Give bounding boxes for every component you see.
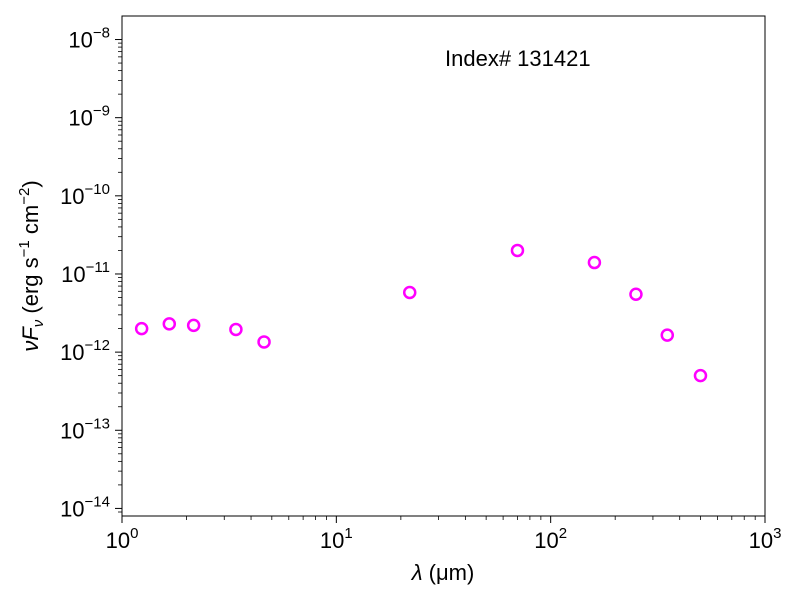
data-points <box>134 243 708 383</box>
y-tick-exponent: −9 <box>93 103 110 120</box>
x-tick-label: 100 <box>106 525 139 553</box>
x-axis-label: λ (μm) <box>411 560 475 585</box>
y-axis-unit-pre: (erg s <box>18 257 43 319</box>
data-point <box>186 318 201 333</box>
y-tick-exponent: −8 <box>93 25 110 42</box>
data-point <box>693 368 708 383</box>
y-axis-label: νFν (erg s−1 cm−2) <box>16 180 47 351</box>
y-axis-unit-post: ) <box>18 180 43 187</box>
y-tick-label: 10−11 <box>61 259 110 287</box>
x-tick-base: 10 <box>534 528 558 553</box>
y-tick-base: 10 <box>60 340 84 365</box>
y-tick-base: 10 <box>60 496 84 521</box>
y-tick-label: 10−8 <box>68 25 110 53</box>
x-tick-base: 10 <box>106 528 130 553</box>
x-tick-label: 102 <box>534 525 567 553</box>
y-tick-exponent: −14 <box>85 493 110 510</box>
x-axis-unit: (μm) <box>423 560 475 585</box>
data-point <box>134 321 149 336</box>
x-tick-exponent: 1 <box>344 525 352 542</box>
y-tick-label: 10−12 <box>60 337 110 365</box>
axis-ticks: 100 101 102 10310−1410−1310−1210−1110−1010−… <box>60 25 781 553</box>
y-tick-exponent: −11 <box>86 259 110 276</box>
data-point <box>257 335 271 349</box>
x-tick-exponent: 0 <box>130 525 138 542</box>
data-point <box>510 243 525 258</box>
y-tick-label: 10−9 <box>68 103 110 131</box>
y-tick-label: 10−14 <box>60 493 110 521</box>
x-tick-base: 10 <box>320 528 344 553</box>
data-point <box>660 328 675 342</box>
x-axis-variable: λ <box>411 560 423 585</box>
plot-frame <box>121 15 766 517</box>
y-axis-unit-mid: cm <box>18 205 43 240</box>
y-axis-unit-exp2: −2 <box>16 188 33 205</box>
y-axis-unit-exp1: −1 <box>16 240 33 257</box>
data-point <box>229 322 243 337</box>
chart-annotation: Index# 131421 <box>445 46 591 71</box>
y-axis-variable: νF <box>18 326 43 352</box>
data-point <box>162 317 177 331</box>
x-tick-label: 103 <box>749 525 782 553</box>
y-tick-base: 10 <box>68 28 92 53</box>
x-tick-exponent: 2 <box>559 525 567 542</box>
y-tick-exponent: −12 <box>85 337 110 354</box>
x-tick-base: 10 <box>749 528 773 553</box>
y-tick-base: 10 <box>61 262 85 287</box>
x-tick-exponent: 3 <box>773 525 781 542</box>
y-tick-exponent: −13 <box>85 415 110 432</box>
y-axis-subscript: ν <box>30 319 47 327</box>
y-tick-exponent: −10 <box>85 181 110 198</box>
y-tick-label: 10−13 <box>60 415 110 443</box>
y-tick-label: 10−10 <box>60 181 110 209</box>
data-point <box>587 255 602 270</box>
y-tick-base: 10 <box>60 418 84 443</box>
data-point <box>402 285 417 300</box>
y-tick-base: 10 <box>68 106 92 131</box>
x-tick-label: 101 <box>320 525 353 553</box>
data-point <box>629 287 643 302</box>
y-tick-base: 10 <box>60 184 84 209</box>
